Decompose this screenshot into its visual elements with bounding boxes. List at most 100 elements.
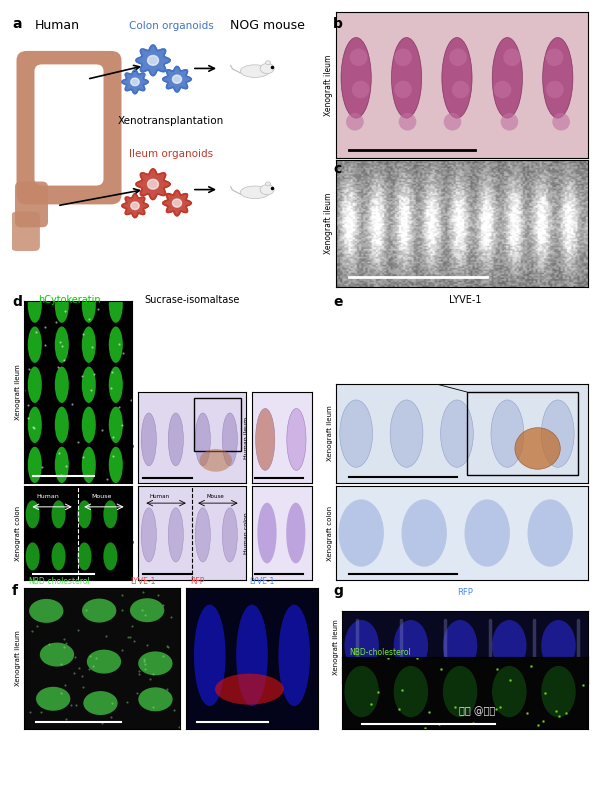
Text: Ileum organoids: Ileum organoids	[129, 149, 213, 159]
Ellipse shape	[344, 666, 379, 718]
Ellipse shape	[138, 687, 173, 711]
FancyBboxPatch shape	[17, 51, 121, 204]
Ellipse shape	[256, 409, 275, 470]
Ellipse shape	[28, 447, 42, 483]
Polygon shape	[136, 45, 170, 75]
Ellipse shape	[266, 61, 271, 65]
Ellipse shape	[352, 81, 370, 98]
Polygon shape	[163, 67, 191, 92]
Text: Xenotransplantation: Xenotransplantation	[118, 116, 224, 126]
Ellipse shape	[77, 543, 91, 570]
Y-axis label: Xenograft ileum: Xenograft ileum	[333, 619, 339, 675]
Ellipse shape	[109, 367, 123, 403]
Ellipse shape	[215, 674, 284, 705]
Ellipse shape	[492, 666, 527, 718]
Text: Mouse: Mouse	[92, 493, 112, 498]
Text: NBD-cholesterol: NBD-cholesterol	[349, 648, 411, 657]
Ellipse shape	[200, 449, 232, 472]
Ellipse shape	[394, 666, 428, 718]
Polygon shape	[148, 179, 158, 189]
Ellipse shape	[55, 326, 69, 363]
Ellipse shape	[26, 501, 40, 528]
Ellipse shape	[260, 63, 274, 74]
Ellipse shape	[82, 287, 96, 323]
Ellipse shape	[195, 413, 211, 466]
Polygon shape	[136, 169, 170, 200]
Text: g: g	[333, 584, 343, 599]
Text: hCytokeratin: hCytokeratin	[38, 295, 100, 305]
Ellipse shape	[503, 48, 521, 66]
Polygon shape	[163, 190, 191, 215]
Y-axis label: Human ileum: Human ileum	[244, 417, 249, 459]
Ellipse shape	[109, 447, 123, 483]
Ellipse shape	[260, 185, 274, 195]
Ellipse shape	[77, 501, 91, 528]
Text: Human: Human	[37, 493, 59, 498]
Ellipse shape	[168, 508, 184, 562]
Ellipse shape	[394, 620, 428, 672]
Ellipse shape	[449, 48, 467, 66]
Ellipse shape	[87, 649, 121, 673]
FancyBboxPatch shape	[35, 64, 104, 185]
Polygon shape	[172, 199, 182, 208]
Ellipse shape	[464, 500, 510, 566]
Ellipse shape	[222, 508, 238, 562]
Text: Colon organoids: Colon organoids	[128, 21, 214, 32]
Ellipse shape	[103, 543, 118, 570]
Ellipse shape	[103, 501, 118, 528]
Ellipse shape	[109, 326, 123, 363]
Text: b: b	[333, 17, 343, 32]
Ellipse shape	[391, 37, 422, 118]
Ellipse shape	[552, 113, 570, 131]
FancyBboxPatch shape	[15, 181, 48, 227]
Y-axis label: Xenograft ileum: Xenograft ileum	[15, 630, 21, 686]
Ellipse shape	[55, 287, 69, 323]
Ellipse shape	[440, 400, 473, 467]
Ellipse shape	[55, 367, 69, 403]
Text: Human: Human	[35, 18, 79, 32]
Text: Sucrase-isomaltase: Sucrase-isomaltase	[145, 295, 239, 305]
Ellipse shape	[541, 666, 576, 718]
Ellipse shape	[401, 500, 447, 566]
Ellipse shape	[341, 37, 371, 118]
Ellipse shape	[541, 620, 576, 672]
Ellipse shape	[28, 326, 42, 363]
Ellipse shape	[394, 48, 412, 66]
Ellipse shape	[266, 182, 271, 186]
Ellipse shape	[390, 400, 423, 467]
Text: LYVE-1: LYVE-1	[130, 577, 155, 586]
Ellipse shape	[443, 666, 478, 718]
Text: RFP: RFP	[457, 588, 473, 596]
Ellipse shape	[36, 687, 70, 710]
Polygon shape	[122, 194, 148, 218]
Ellipse shape	[141, 508, 157, 562]
Text: Human: Human	[149, 493, 170, 498]
Ellipse shape	[350, 48, 367, 66]
Ellipse shape	[82, 326, 96, 363]
Ellipse shape	[515, 428, 560, 469]
Ellipse shape	[492, 37, 523, 118]
Ellipse shape	[82, 406, 96, 443]
Ellipse shape	[527, 500, 573, 566]
Ellipse shape	[82, 599, 116, 623]
Y-axis label: Xenograft colon: Xenograft colon	[129, 505, 135, 561]
Text: a: a	[12, 17, 22, 32]
Ellipse shape	[491, 400, 524, 467]
Ellipse shape	[541, 400, 574, 467]
Ellipse shape	[82, 447, 96, 483]
Ellipse shape	[257, 503, 277, 563]
Text: 知乎 @理花: 知乎 @理花	[459, 706, 496, 716]
Y-axis label: Xenograft ileum: Xenograft ileum	[15, 364, 21, 420]
Y-axis label: Human colon: Human colon	[244, 512, 249, 554]
Ellipse shape	[236, 604, 268, 706]
Ellipse shape	[141, 413, 157, 466]
Ellipse shape	[442, 37, 472, 118]
Text: RFP: RFP	[190, 577, 205, 586]
FancyBboxPatch shape	[11, 211, 40, 251]
Ellipse shape	[40, 642, 74, 667]
Ellipse shape	[168, 413, 184, 466]
Ellipse shape	[241, 65, 269, 78]
Ellipse shape	[55, 406, 69, 443]
Ellipse shape	[340, 400, 373, 467]
Polygon shape	[131, 78, 139, 86]
